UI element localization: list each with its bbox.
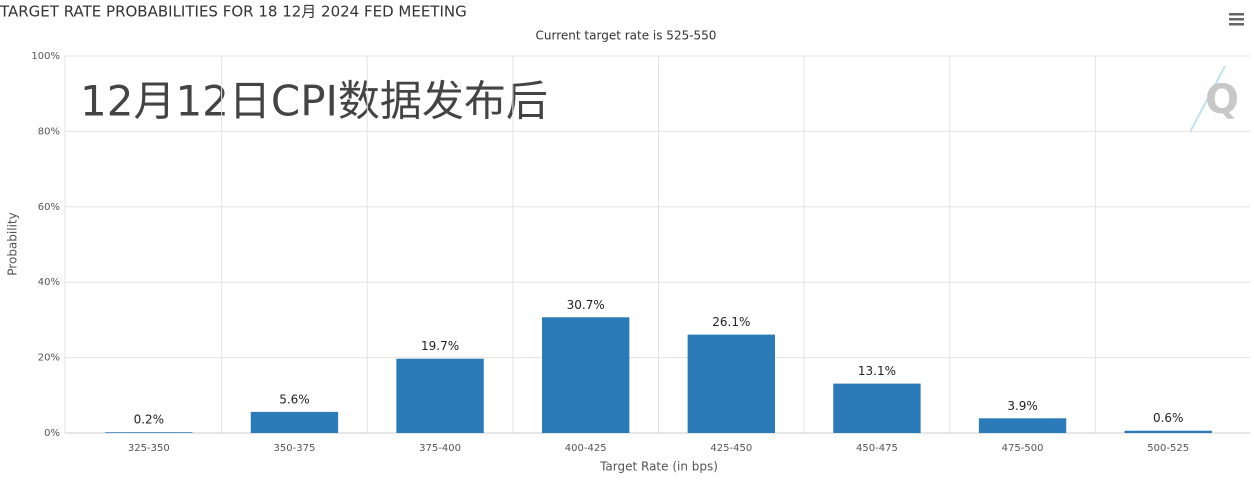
bar: [105, 432, 193, 433]
x-tick-label: 425-450: [710, 443, 752, 454]
bar: [542, 317, 630, 433]
menu-bar: [1229, 18, 1244, 21]
data-label: 13.1%: [858, 364, 896, 378]
bar: [833, 383, 921, 433]
y-tick-label: 100%: [31, 51, 60, 62]
bar: [1124, 430, 1212, 433]
data-label: 0.6%: [1153, 411, 1184, 425]
watermark-logo: Q: [1189, 65, 1239, 133]
menu-bar: [1229, 13, 1244, 16]
data-label: 30.7%: [567, 298, 605, 312]
x-tick-label: 375-400: [419, 443, 461, 454]
y-tick-label: 0%: [44, 428, 60, 439]
logo-text: Q: [1205, 77, 1239, 123]
data-label: 19.7%: [421, 339, 459, 353]
bar: [687, 334, 775, 433]
menu-button[interactable]: [1229, 13, 1244, 26]
bar: [250, 411, 339, 433]
y-tick-label: 60%: [38, 202, 60, 213]
logo-stripe: [1189, 65, 1226, 133]
x-tick-label: 475-500: [1002, 443, 1044, 454]
menu-bar: [1229, 23, 1244, 26]
data-label: 5.6%: [279, 392, 310, 406]
chart-title: TARGET RATE PROBABILITIES FOR 18 12月 202…: [0, 3, 467, 21]
x-tick-label: 325-350: [128, 443, 170, 454]
annotation: 12月12日CPI数据发布后: [80, 77, 548, 126]
x-tick-label: 450-475: [856, 443, 898, 454]
bar: [396, 358, 484, 433]
y-tick-label: 40%: [38, 277, 60, 288]
y-axis-title: Probability: [6, 212, 20, 275]
bar: [978, 418, 1067, 433]
chart-subtitle: Current target rate is 525-550: [536, 29, 717, 43]
x-tick-label: 350-375: [274, 443, 316, 454]
y-tick-label: 20%: [38, 353, 60, 364]
x-tick-label: 500-525: [1147, 443, 1189, 454]
data-label: 3.9%: [1007, 399, 1038, 413]
x-axis-title: Target Rate (in bps): [599, 460, 718, 474]
data-label: 0.2%: [134, 413, 165, 427]
data-label: 26.1%: [712, 315, 750, 329]
y-tick-label: 80%: [38, 126, 60, 137]
x-tick-label: 400-425: [565, 443, 607, 454]
